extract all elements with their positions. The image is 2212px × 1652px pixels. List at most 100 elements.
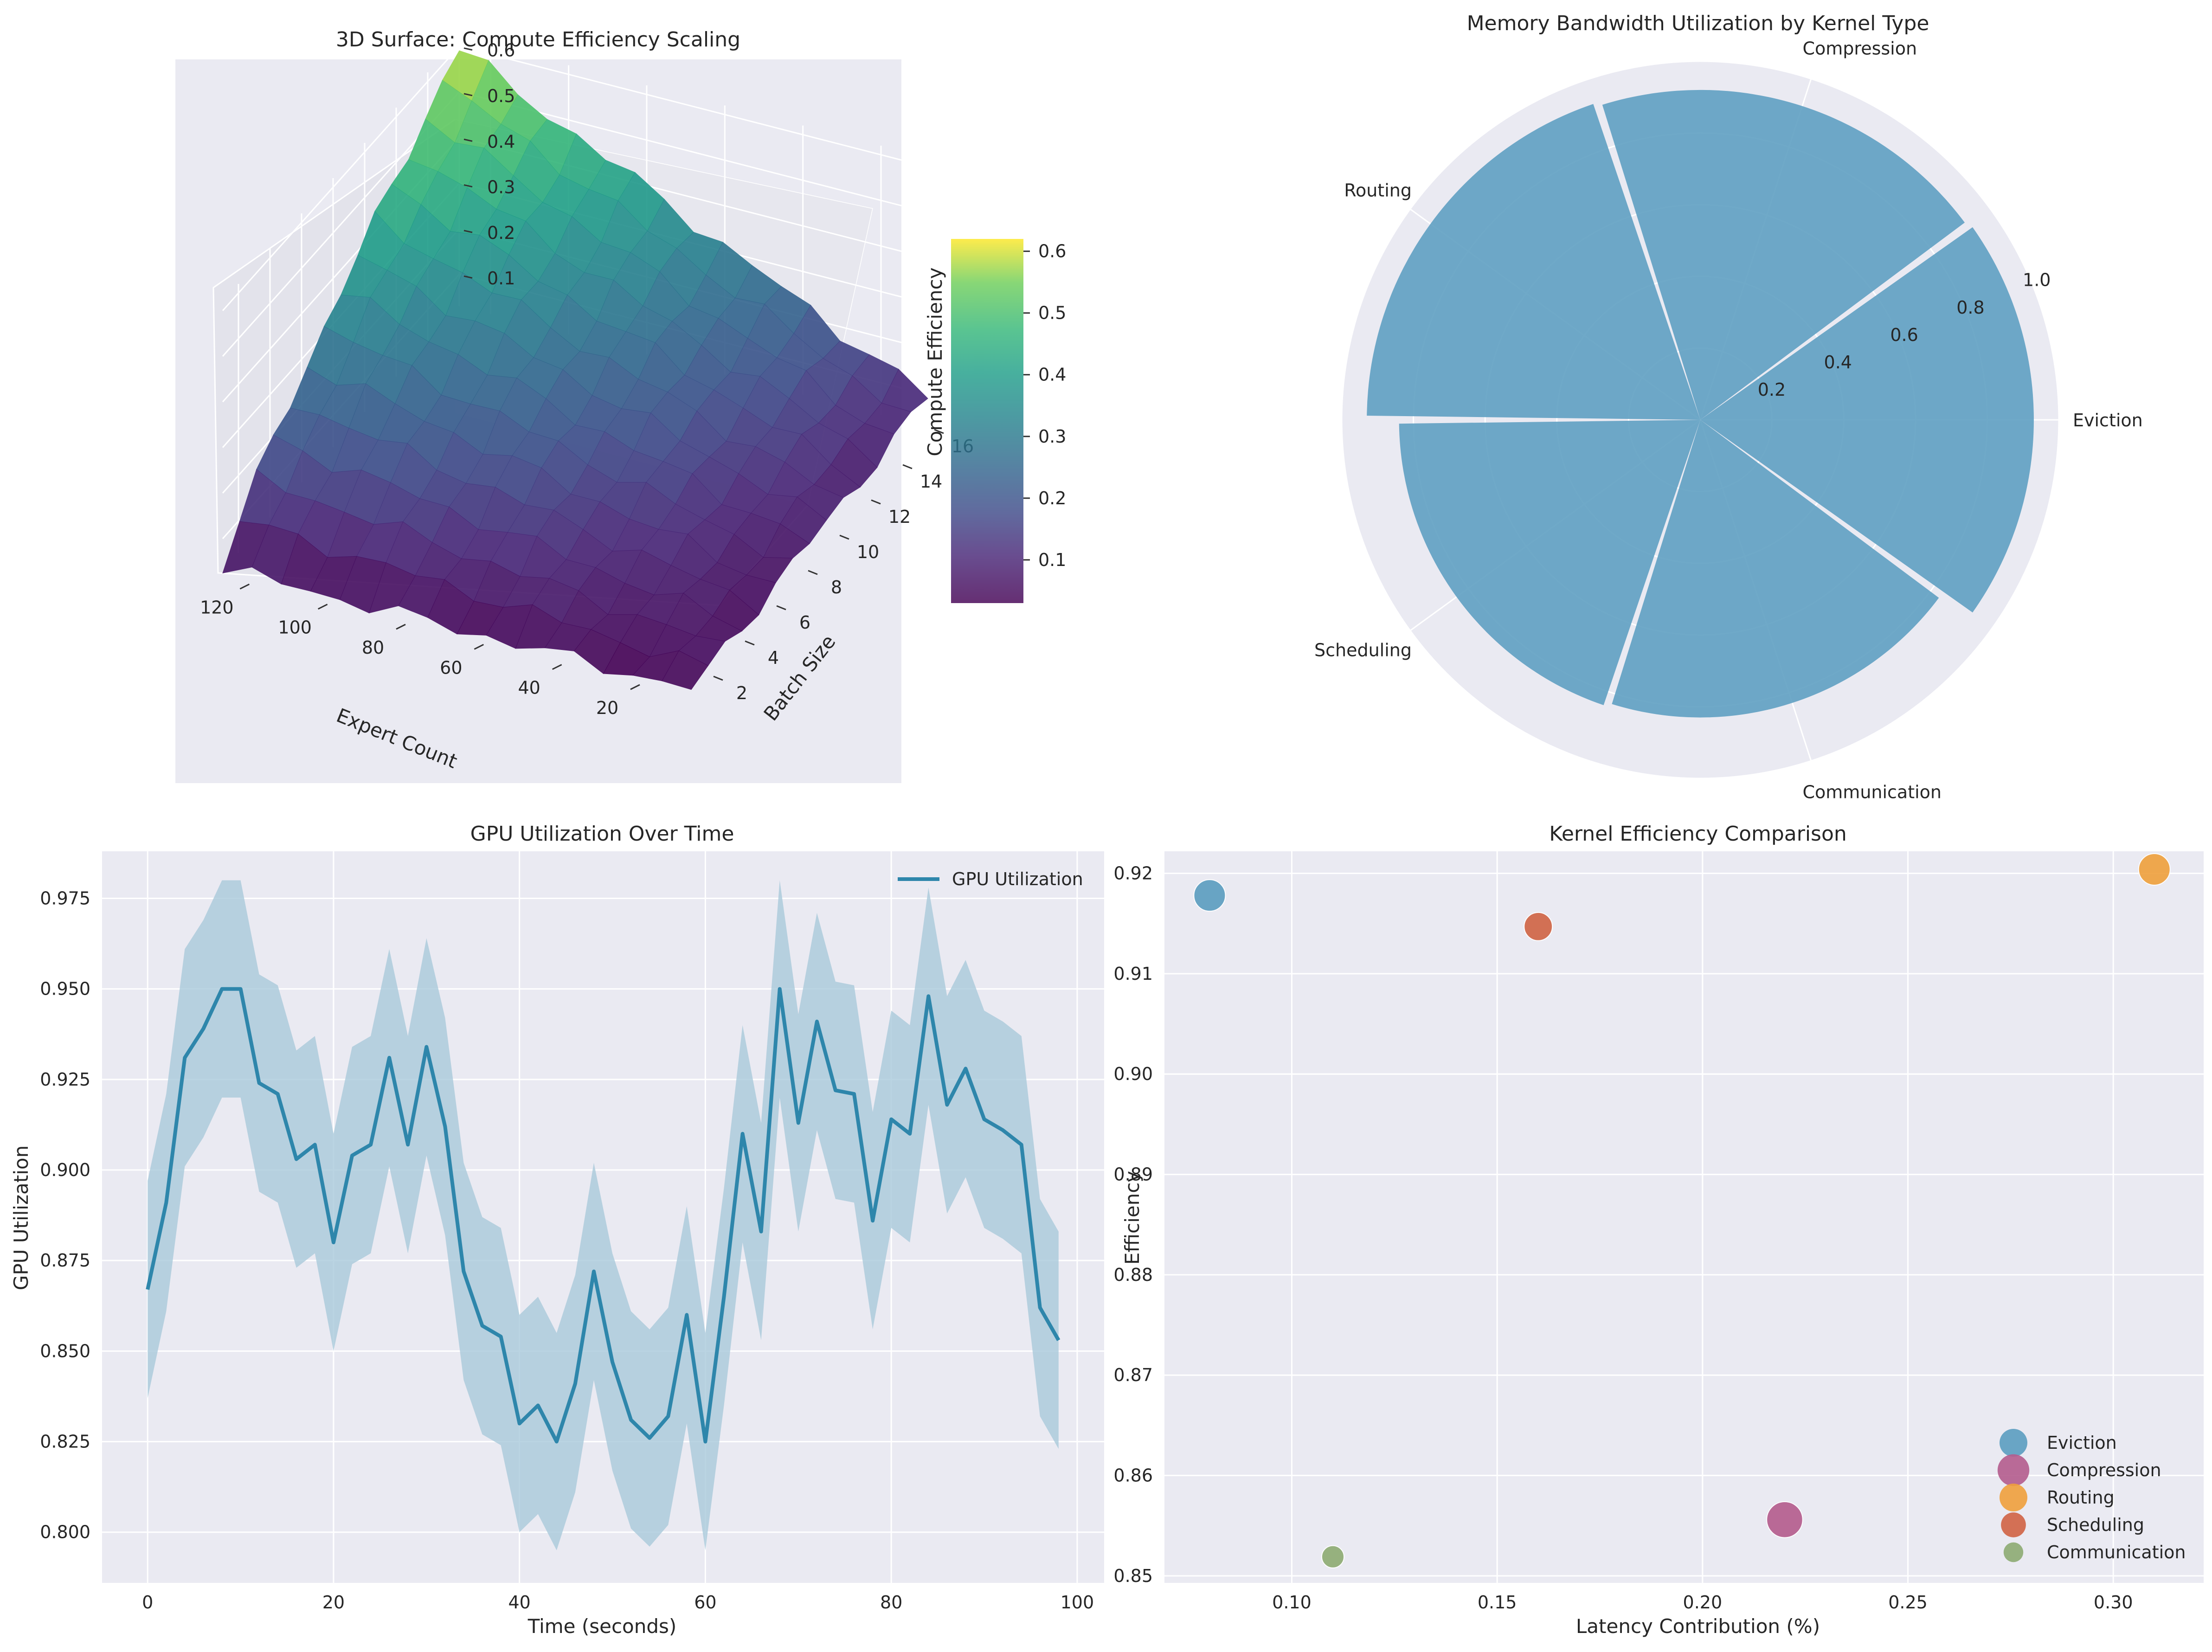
- polar-title: Memory Bandwidth Utilization by Kernel T…: [1467, 12, 1929, 35]
- surface-x-tick-label: 100: [278, 617, 312, 638]
- polar-label-scheduling: Scheduling: [1314, 640, 1412, 661]
- polar-r-tick-label: 0.4: [1824, 352, 1852, 373]
- surface-y-tick-label: 12: [888, 507, 911, 527]
- scatter-legend-label-eviction: Eviction: [2047, 1433, 2117, 1453]
- surface-y-tick: [934, 429, 944, 434]
- line-x-tick-label: 60: [694, 1592, 716, 1613]
- scatter-point-scheduling: [1524, 912, 1553, 941]
- colorbar-ticks: 0.1 0.2 0.3 0.4 0.5 0.6: [1023, 241, 1066, 570]
- polar-r-tick-label: 0.2: [1758, 379, 1786, 400]
- surface-x-tick-label: 80: [362, 637, 384, 658]
- surface-z-tick-label: 0.5: [487, 86, 515, 106]
- colorbar-tick-label: 0.2: [1038, 488, 1066, 508]
- scatter-x-tick-label: 0.15: [1478, 1592, 1517, 1613]
- polar-category-labels: Eviction Compression Routing Scheduling Comm…: [1314, 38, 2143, 802]
- polar-label-eviction: Eviction: [2073, 410, 2143, 431]
- line-ticks: 0 20 40 60 80 100 0.800 0.825 0.850 0.875 0.900 0.9…: [40, 888, 1094, 1613]
- scatter-point-routing: [2138, 853, 2171, 886]
- surface-y-tick-label: 10: [857, 542, 879, 562]
- line-y-tick-label: 0.950: [40, 979, 90, 999]
- polar-bars: [1367, 90, 2034, 718]
- surface-z-tick-label: 0.1: [487, 268, 515, 289]
- scatter-chart: Kernel Efficiency Comparison 0.10 0.15 0.2…: [1113, 822, 2204, 1638]
- surface-x-tick-label: 60: [440, 657, 462, 678]
- surface-y-tick-label: 6: [799, 612, 810, 633]
- polar-bar-eviction: [1700, 227, 2034, 613]
- polar-bar-routing: [1367, 104, 1700, 420]
- surface-mesh: [222, 50, 928, 690]
- surface-y-tick-label: 14: [920, 471, 942, 492]
- scatter-legend-marker-scheduling: [2001, 1512, 2026, 1537]
- surface-x-tick: [239, 583, 250, 590]
- surface-y-tick-label: 8: [831, 577, 842, 598]
- line-y-tick-label: 0.925: [40, 1069, 90, 1090]
- surface-x-tick-label: 40: [518, 678, 540, 698]
- polar-r-tick-label: 0.6: [1890, 325, 1918, 345]
- scatter-y-tick-label: 0.91: [1113, 964, 1153, 984]
- scatter-y-tick-label: 0.89: [1113, 1164, 1153, 1185]
- polar-chart: Memory Bandwidth Utilization by Kernel T…: [1314, 12, 2143, 803]
- scatter-legend-label-compression: Compression: [2047, 1460, 2161, 1480]
- scatter-y-tick-label: 0.86: [1113, 1466, 1153, 1486]
- line-band-area: [148, 880, 1059, 1550]
- scatter-title: Kernel Efficiency Comparison: [1549, 822, 1847, 846]
- surface-title: 3D Surface: Compute Efficiency Scaling: [336, 28, 740, 51]
- scatter-x-tick-label: 0.10: [1272, 1592, 1312, 1613]
- polar-radial-ticks: 0.2 0.4 0.6 0.8 1.0: [1758, 270, 2051, 400]
- line-y-tick-label: 0.800: [40, 1522, 90, 1543]
- surface-y-tick: [902, 464, 913, 469]
- surface-z-tick: [463, 275, 473, 279]
- surface-y-tick: [713, 675, 723, 681]
- scatter-legend-label-routing: Routing: [2047, 1487, 2115, 1508]
- surface-grid-z: [222, 45, 928, 311]
- polar-bar-communication: [1612, 420, 1939, 718]
- surface-x-tick: [474, 643, 484, 650]
- line-x-tick-label: 100: [1061, 1592, 1094, 1613]
- scatter-gridlines: [1164, 851, 2204, 1583]
- line-y-tick-label: 0.975: [40, 888, 90, 908]
- polar-label-communication: Communication: [1803, 782, 1942, 803]
- surface-ticks: 204060801001202468101214160.10.20.30.40.…: [200, 40, 974, 718]
- scatter-points: [1193, 853, 2171, 1568]
- surface-chart: 3D Surface: Compute Efficiency Scaling 2…: [175, 28, 1066, 783]
- colorbar-gradient: [951, 239, 1023, 603]
- scatter-point-compression: [1766, 1501, 1803, 1538]
- polar-bar-scheduling: [1399, 420, 1700, 705]
- surface-z-tick-label: 0.4: [487, 131, 515, 152]
- polar-label-compression: Compression: [1803, 38, 1917, 58]
- scatter-y-tick-label: 0.88: [1113, 1265, 1153, 1285]
- polar-bar-compression: [1602, 90, 1965, 420]
- scatter-ticks: 0.10 0.15 0.20 0.25 0.30 0.85 0.86 0.87 0.88 0.89…: [1113, 863, 2133, 1613]
- scatter-y-tick-label: 0.90: [1113, 1064, 1153, 1084]
- line-y-tick-label: 0.850: [40, 1341, 90, 1361]
- surface-z-tick: [463, 184, 473, 188]
- surface-z-tick-label: 0.2: [487, 223, 515, 243]
- line-confidence-band: [148, 880, 1059, 1550]
- surface-z-tick: [463, 93, 473, 96]
- scatter-legend: Eviction Compression Routing Scheduling Comm…: [1997, 1429, 2186, 1562]
- scatter-y-tick-label: 0.85: [1113, 1566, 1153, 1586]
- scatter-y-tick-label: 0.87: [1113, 1365, 1153, 1385]
- line-x-tick-label: 80: [880, 1592, 902, 1613]
- surface-y-tick: [839, 534, 849, 540]
- line-y-tick-label: 0.875: [40, 1250, 90, 1271]
- surface-z-tick: [463, 47, 473, 51]
- line-x-tick-label: 20: [322, 1592, 345, 1613]
- line-title: GPU Utilization Over Time: [470, 822, 734, 846]
- polar-r-tick-label: 1.0: [2023, 270, 2051, 290]
- colorbar: 0.1 0.2 0.3 0.4 0.5 0.6: [951, 239, 1066, 603]
- surface-y-tick-label: 2: [736, 683, 747, 703]
- line-series-path: [146, 987, 1061, 1444]
- line-legend-label: GPU Utilization: [952, 869, 1083, 889]
- scatter-legend-marker-compression: [1997, 1454, 2030, 1486]
- scatter-legend-label-scheduling: Scheduling: [2047, 1515, 2144, 1535]
- scatter-x-tick-label: 0.20: [1683, 1592, 1723, 1613]
- scatter-point-communication: [1321, 1545, 1345, 1568]
- surface-x-tick: [552, 664, 562, 670]
- colorbar-tick-label: 0.4: [1038, 365, 1066, 385]
- colorbar-tick-label: 0.3: [1038, 426, 1066, 447]
- scatter-ylabel: Efficiency: [1121, 1171, 1144, 1265]
- colorbar-tick-label: 0.6: [1038, 241, 1066, 262]
- surface-y-tick: [745, 640, 755, 646]
- colorbar-tick-label: 0.5: [1038, 303, 1066, 323]
